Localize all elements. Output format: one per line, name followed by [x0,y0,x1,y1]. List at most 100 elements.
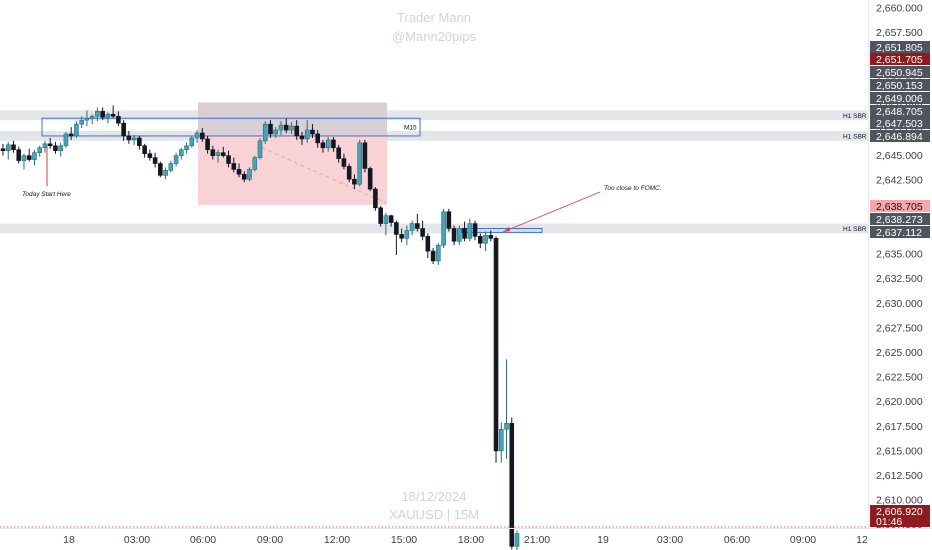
x-tick-label: 06:00 [190,534,216,546]
candle-body [116,115,121,124]
candle-body [147,153,153,158]
y-tick-label: 2,635.000 [876,249,923,261]
price-tag-label: 2,638.705 [876,201,923,213]
candle-body [163,170,168,176]
m15-zone [41,117,421,137]
candle [367,166,373,192]
candle-body [514,533,520,547]
candle-body [425,236,431,252]
candle [498,422,504,463]
candle-body [273,129,279,135]
candle-body [420,228,425,237]
candle [325,136,331,152]
candle-body [304,129,310,140]
candle [42,140,48,153]
candle-body [32,152,37,160]
candle [394,220,399,256]
candle-body [498,428,504,452]
candle-body [257,140,263,158]
candle [231,157,237,173]
candle [341,153,347,170]
price-axis-divider [868,0,869,528]
candle [89,114,95,125]
candle [331,136,336,152]
candle [257,137,263,160]
x-tick-label: 09:00 [257,534,283,546]
candle [37,145,43,157]
y-tick-label: 2,627.500 [876,322,923,334]
candle-body [320,142,326,149]
candle [126,131,132,144]
candle [483,231,488,252]
y-tick-label: 2,630.000 [876,298,923,310]
candle-body [409,223,415,231]
time-axis-divider [0,528,932,529]
candle [415,213,420,232]
candle-body [137,137,142,147]
candle-body [74,123,79,137]
candle [16,146,22,164]
y-tick-label: 2,612.500 [876,470,923,482]
candle-body [21,155,27,161]
price-tag-label: 2,650.945 [876,67,923,79]
candle-body [5,144,11,152]
x-tick-label: 12:00 [324,534,350,546]
candle [362,139,368,173]
watermark-symbol: XAUUSD | 15M [388,507,480,522]
candle-body [231,163,237,170]
watermark-date: 18/12/2024 [401,489,467,504]
candle-body [294,125,300,137]
candle [404,225,410,246]
m15-label: M15 [404,125,417,132]
candle [5,141,11,160]
candle-body [278,124,284,131]
price-tag-label: 2,651.805 [876,42,923,54]
candle-body [467,223,473,239]
candle-body [194,132,200,139]
candle [110,105,116,119]
candle [383,212,389,236]
candle [168,160,174,173]
candle [32,149,37,166]
candle [315,130,321,148]
sbr-label: H1 SBR [843,113,867,120]
candle [299,132,305,145]
candle-body [457,228,462,242]
candle-body [126,135,132,141]
price-tag [870,226,930,238]
y-tick-label: 2,632.500 [876,273,923,285]
candle-body [200,132,205,140]
watermark-handle: @Mann20pips [391,29,477,44]
candle-body [357,142,362,185]
candle-body [142,145,147,154]
candle [283,118,289,133]
y-tick-label: 2,660.000 [876,3,923,15]
candle-body [262,123,268,142]
candle [26,148,32,162]
candle-body [289,125,294,131]
price-tag [870,105,930,117]
candle [477,233,483,249]
candle-body [477,236,483,244]
y-tick-label: 2,625.000 [876,347,923,359]
candle [514,530,520,550]
candle-body [179,149,184,156]
candle [147,149,153,161]
x-tick-label: 19 [597,534,609,546]
candle-body [58,145,63,152]
candle [247,167,252,182]
candle [53,141,58,154]
countdown-label: 01:46 [876,516,902,528]
candle-body [362,142,368,169]
candle [58,142,63,157]
candle [441,208,446,249]
candle [205,135,210,154]
candle-body [331,139,336,149]
candle [200,128,205,142]
fomc-arrow [502,191,601,233]
candle [304,120,310,143]
candle-body [53,145,58,152]
x-tick-label: 15:00 [391,534,417,546]
